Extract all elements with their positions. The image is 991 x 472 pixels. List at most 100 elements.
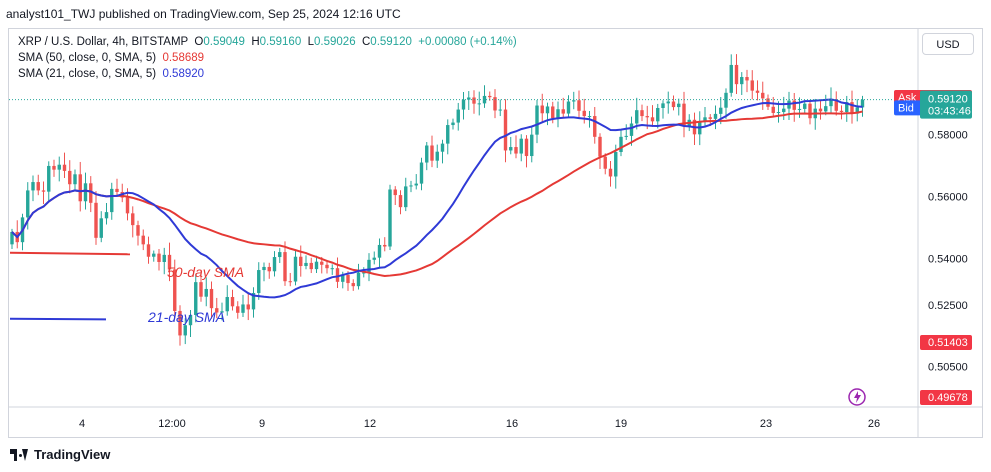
candle-body (178, 310, 182, 336)
currency-button[interactable]: USD (922, 33, 974, 55)
candle-body (860, 99, 865, 108)
candle-body (503, 109, 508, 151)
candle-body (839, 110, 844, 113)
candle-body (740, 77, 744, 85)
candle-body (661, 103, 665, 109)
candle-body (362, 272, 366, 274)
candle-body (314, 261, 319, 270)
candle-body (635, 110, 639, 124)
candle-body (125, 197, 130, 214)
sma50-annotation-line (9, 251, 131, 256)
candle-body (404, 186, 408, 208)
x-tick-label: 12:00 (158, 418, 186, 430)
candle-body (729, 64, 733, 93)
candle-body (146, 244, 151, 257)
candle-body (545, 106, 550, 114)
candle-body (519, 138, 523, 154)
candle-body (850, 102, 854, 114)
candle-body (640, 110, 644, 117)
sma50-line (11, 110, 863, 278)
tradingview-footer[interactable]: TradingView (10, 446, 110, 464)
candle-body (514, 147, 518, 154)
candles-group (10, 54, 865, 346)
candle-body (393, 189, 397, 196)
candle-body (556, 109, 560, 119)
candle-body (136, 225, 140, 236)
candle-body (582, 110, 586, 117)
bid-label: Bid (898, 102, 914, 114)
candle-body (472, 97, 476, 104)
sma21-annotation-text: 21-day SMA (147, 309, 225, 325)
candle-body (409, 185, 413, 187)
bar-countdown: 03:43:46 (928, 106, 971, 118)
candle-body (614, 152, 618, 177)
candle-body (482, 95, 487, 104)
last-price-value: 0.59120 (928, 94, 968, 106)
last-price-tag-bg (920, 90, 972, 119)
candle-body (624, 135, 628, 137)
candle-body (656, 108, 660, 122)
candle-body (99, 218, 103, 238)
candle-body (173, 269, 177, 311)
sma50-value: 0.58689 (162, 52, 205, 64)
candle-body (220, 311, 224, 313)
candle-body (677, 103, 681, 108)
candle-body (351, 283, 355, 287)
candle-body (162, 254, 166, 262)
y-tick-label: 0.52500 (928, 300, 968, 312)
candle-body (845, 102, 849, 113)
candle-body (167, 254, 172, 270)
candle-body (330, 268, 334, 270)
candle-body (293, 256, 298, 282)
lightning-bolt-icon (854, 391, 861, 403)
candle-body (251, 292, 256, 310)
candle-body (535, 105, 539, 135)
close-value: 0.59120 (370, 36, 412, 48)
candle-body (524, 138, 529, 157)
sma21-annotation-line (9, 317, 107, 321)
candle-body (477, 103, 481, 105)
candle-body (267, 266, 271, 272)
candle-body (104, 212, 109, 219)
candle-body (572, 100, 576, 102)
candle-body (824, 106, 828, 112)
symbol-label[interactable]: XRP / U.S. Dollar, 4h, BITSTAMP (18, 36, 189, 48)
ohlc-row: XRP / U.S. Dollar, 4h, BITSTAMP O0.59049… (18, 36, 517, 48)
candle-body (456, 109, 460, 123)
sma50-label: SMA (50, close, 0, SMA, 5) (18, 52, 157, 64)
candle-body (372, 257, 376, 260)
candle-body (346, 275, 350, 284)
sma21-line (11, 98, 863, 299)
candle-body (708, 117, 712, 119)
candle-body (41, 190, 46, 192)
tradingview-logo-icon (10, 449, 28, 461)
lightning-icon (848, 388, 866, 406)
candle-body (188, 314, 193, 326)
candle-body (561, 109, 565, 114)
marker-a-label: 0.51403 (928, 337, 968, 349)
sma50-row[interactable]: SMA (50, close, 0, SMA, 5) 0.58689 (18, 50, 517, 66)
candle-body (509, 147, 513, 151)
candle-body (619, 136, 623, 153)
y-tick-label: 0.56000 (928, 191, 968, 203)
candle-body (398, 195, 403, 208)
marker-b-label: 0.49678 (928, 392, 968, 404)
sma50-annotation-text: 50-day SMA (167, 264, 244, 280)
candle-body (666, 101, 670, 104)
candle-body (776, 112, 781, 114)
candle-body (388, 189, 392, 247)
candle-body (241, 304, 245, 313)
x-tick-label: 9 (259, 418, 265, 430)
sma21-row[interactable]: SMA (21, close, 0, SMA, 5) 0.58920 (18, 66, 517, 82)
sma21-value: 0.58920 (162, 68, 205, 80)
candle-body (26, 190, 30, 218)
candle-body (283, 252, 287, 282)
candle-body (419, 162, 424, 184)
candle-body (414, 183, 418, 186)
candle-body (62, 164, 67, 171)
candle-body (645, 116, 649, 118)
candle-body (377, 244, 382, 258)
candle-body (335, 268, 340, 282)
candle-body (278, 252, 282, 258)
